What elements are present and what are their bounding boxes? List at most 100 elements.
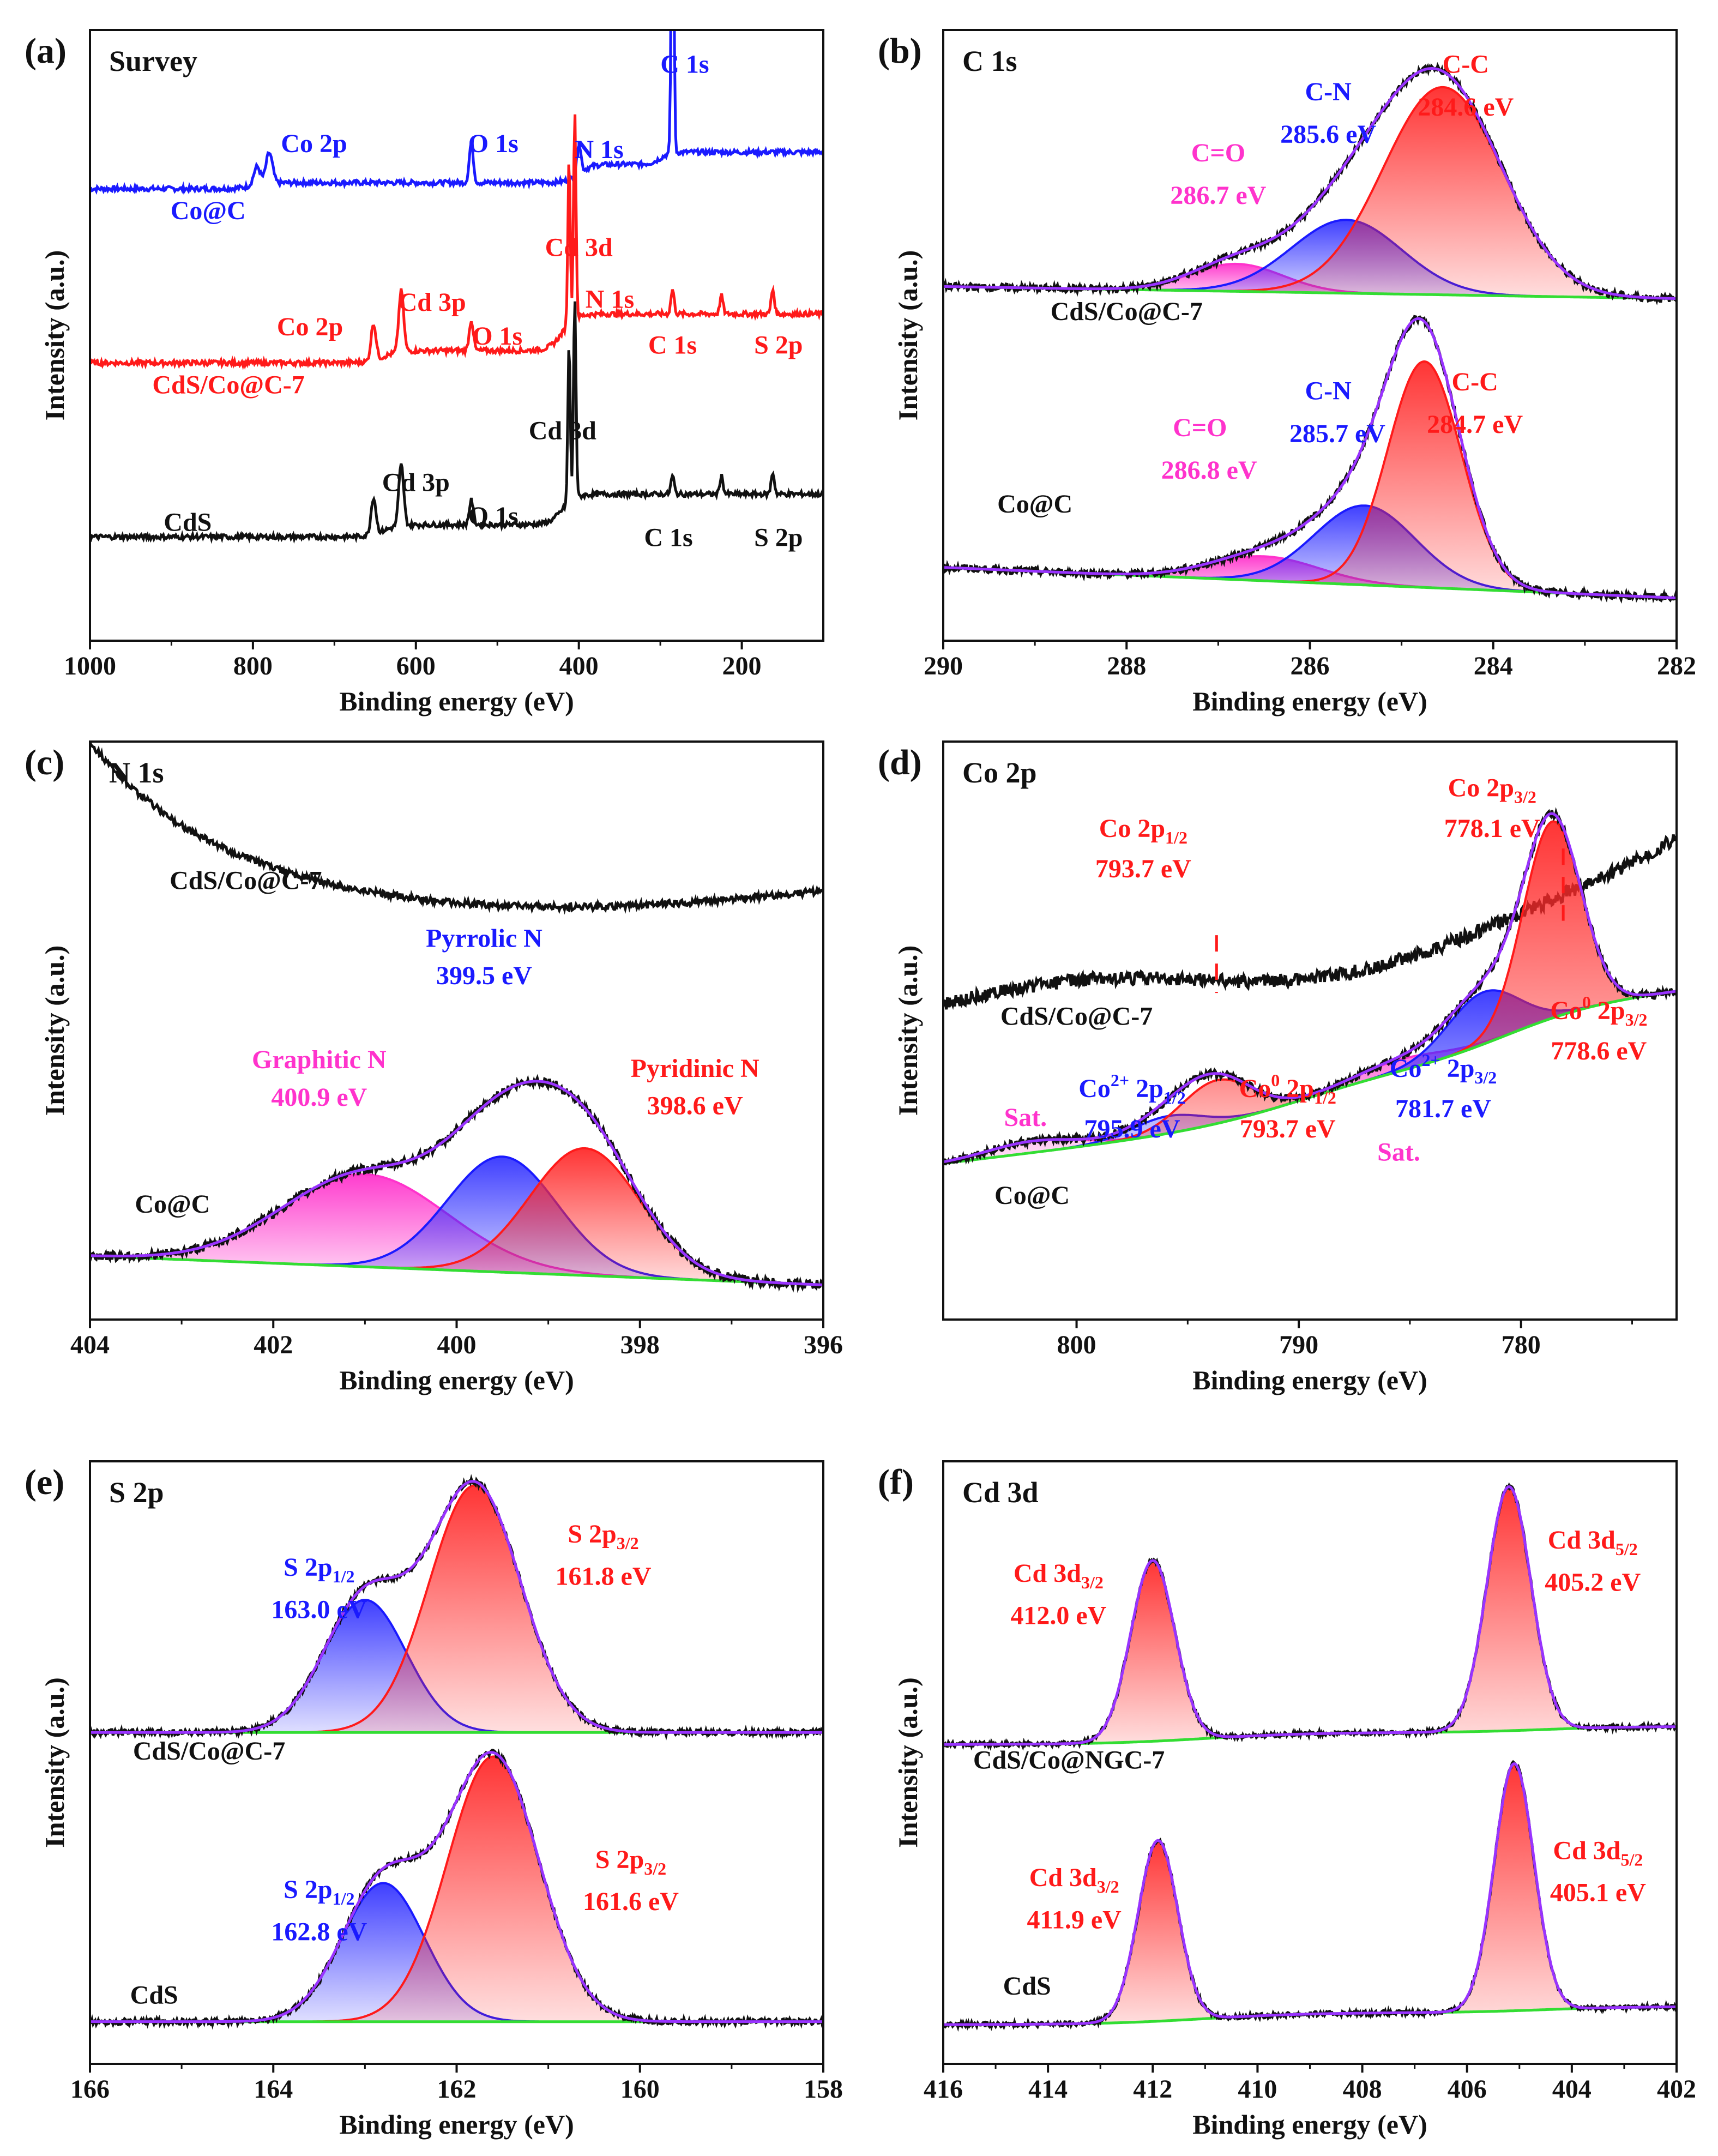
x-tick-label: 398 (620, 1330, 660, 1359)
annotation-label: Cd 3d5/2 (1548, 1526, 1638, 1559)
y-axis-label: Intensity (a.u.) (39, 250, 70, 421)
background-line-Co@C (90, 1254, 823, 1286)
annotation-label: C=O (1191, 138, 1245, 167)
envelope-line-Co@C (90, 1080, 823, 1286)
x-tick-label: 160 (620, 2075, 660, 2104)
annotation-label: S 2p1/2 (284, 1553, 354, 1586)
envelope-line-CdS/Co@NGC-7 (943, 1485, 1677, 1746)
x-axis-label: Binding energy (eV) (1192, 686, 1427, 716)
annotation-label: C 1s (660, 50, 709, 79)
fit-component-Co@C-5 (943, 820, 1677, 1165)
panel-title: Cd 3d (962, 1476, 1039, 1509)
annotation-label: Cd 3p (382, 468, 450, 497)
annotation-label: C=O (1173, 413, 1227, 442)
panel-a: 1000 800 600 400 200 Binding energy (eV) Inten… (25, 29, 824, 716)
annotation-label: 405.2 eV (1545, 1568, 1641, 1597)
x-axis-label: Binding energy (eV) (1192, 1365, 1427, 1395)
annotation-label: Graphitic N (252, 1045, 387, 1074)
annotation-label: Co0 2p1/2 (1239, 1070, 1336, 1107)
annotation-label: 285.6 eV (1280, 120, 1376, 149)
annotation-label: Cd 3d3/2 (1014, 1559, 1104, 1592)
annotation-label: S 2p (754, 331, 803, 360)
annotation-label: Co 2p3/2 (1448, 774, 1536, 807)
envelope-line-Co@C (943, 317, 1677, 600)
series-line-CdS/Co@C-7 (90, 114, 823, 371)
annotation-label: 162.8 eV (271, 1917, 367, 1946)
annotation-label: Cd 3p (399, 288, 466, 317)
annotation-label: C-N (1305, 77, 1352, 106)
y-axis-label: Intensity (a.u.) (893, 945, 923, 1116)
x-axis-label: Binding energy (eV) (339, 2109, 574, 2140)
annotation-label: CdS (164, 508, 212, 537)
series-line-CdS/Co@C-7 (90, 742, 823, 915)
x-tick-label: 1000 (64, 652, 116, 680)
x-tick-label: 780 (1502, 1330, 1541, 1359)
annotation-label: Cd 3d3/2 (1029, 1863, 1119, 1896)
x-tick-label: 600 (396, 652, 436, 680)
annotation-label: C-C (1451, 368, 1498, 396)
annotation-label: 412.0 eV (1010, 1601, 1106, 1630)
y-axis-label: Intensity (a.u.) (39, 945, 70, 1116)
panel-title: C 1s (962, 45, 1017, 77)
x-tick-label: 162 (437, 2075, 477, 2104)
annotation-label: 161.8 eV (556, 1562, 652, 1591)
x-tick-label: 800 (233, 652, 273, 680)
x-tick-label: 402 (254, 1330, 293, 1359)
annotation-label: 286.8 eV (1161, 456, 1257, 485)
annotation-label: Cd 3d5/2 (1553, 1836, 1643, 1869)
x-tick-label: 412 (1133, 2075, 1172, 2104)
x-tick-label: 404 (70, 1330, 110, 1359)
panel-e: 166 164 162 160 158 Binding energy (eV) Intens… (25, 1460, 843, 2140)
annotation-label: S 2p3/2 (568, 1520, 638, 1553)
annotation-label: 286.7 eV (1170, 181, 1266, 210)
annotation-label: O 1s (468, 502, 519, 531)
annotation-label: O 1s (472, 322, 522, 351)
annotation-label: N 1s (586, 285, 634, 314)
annotation-label: Pyridinic N (631, 1054, 759, 1083)
plot-frame (942, 740, 1678, 1321)
annotation-label: 161.6 eV (583, 1887, 679, 1916)
panel-d: 800 790 780 Binding energy (eV) Intensity (a… (878, 740, 1678, 1395)
fit-component-CdS-1 (90, 1755, 823, 2023)
x-axis-label: Binding energy (eV) (339, 1365, 574, 1395)
annotation-label: C 1s (644, 523, 692, 552)
fit-component-CdS/Co@C-7-1 (90, 1484, 823, 1734)
annotation-label: Sat. (1004, 1103, 1047, 1132)
panel-c: 404 402 400 398 396 Binding energy (eV) Intens… (25, 740, 843, 1395)
panel-title: Survey (109, 45, 197, 77)
annotation-label: 781.7 eV (1395, 1094, 1491, 1123)
x-tick-label: 166 (70, 2075, 110, 2104)
annotation-label: Co 2p1/2 (1099, 814, 1187, 847)
x-tick-label: 284 (1474, 652, 1513, 680)
series-line-Co@C (90, 30, 823, 195)
x-tick-label: 158 (804, 2075, 843, 2104)
x-tick-label: 800 (1057, 1330, 1096, 1359)
x-tick-label: 402 (1657, 2075, 1696, 2104)
x-tick-label: 164 (254, 2075, 293, 2104)
plot-frame (89, 29, 824, 642)
annotation-label: S 2p3/2 (595, 1845, 666, 1878)
annotation-label: 163.0 eV (271, 1595, 367, 1624)
annotation-label: CdS/Co@C-7 (1000, 1002, 1153, 1031)
annotation-label: CdS (1003, 1972, 1051, 2001)
panel-letter: (c) (25, 743, 64, 782)
envelope-line-CdS/Co@C-7 (90, 1480, 823, 1734)
x-axis-label: Binding energy (eV) (1192, 2109, 1427, 2140)
annotation-label: 398.6 eV (647, 1092, 743, 1121)
annotation-label: Co0 2p3/2 (1550, 992, 1647, 1029)
x-tick-label: 414 (1028, 2075, 1068, 2104)
panel-title: N 1s (109, 756, 164, 789)
annotation-label: Co 2p (277, 312, 343, 341)
annotation-label: CdS/Co@C-7 (152, 370, 304, 399)
panel-letter: (f) (878, 1462, 914, 1502)
annotation-label: CdS/Co@C-7 (133, 1737, 285, 1766)
panel-f: 416 414 412 410 408 406 404 402 Binding energy (… (878, 1460, 1696, 2140)
annotation-label: Co2+ 2p3/2 (1390, 1050, 1497, 1087)
x-tick-label: 416 (924, 2075, 963, 2104)
x-tick-label: 404 (1552, 2075, 1592, 2104)
envelope-line-CdS/Co@C-7 (943, 67, 1677, 300)
annotation-label: C-N (1305, 377, 1352, 406)
panel-letter: (e) (25, 1462, 64, 1502)
annotation-label: 411.9 eV (1027, 1905, 1122, 1934)
annotation-label: Co 2p (281, 129, 347, 158)
